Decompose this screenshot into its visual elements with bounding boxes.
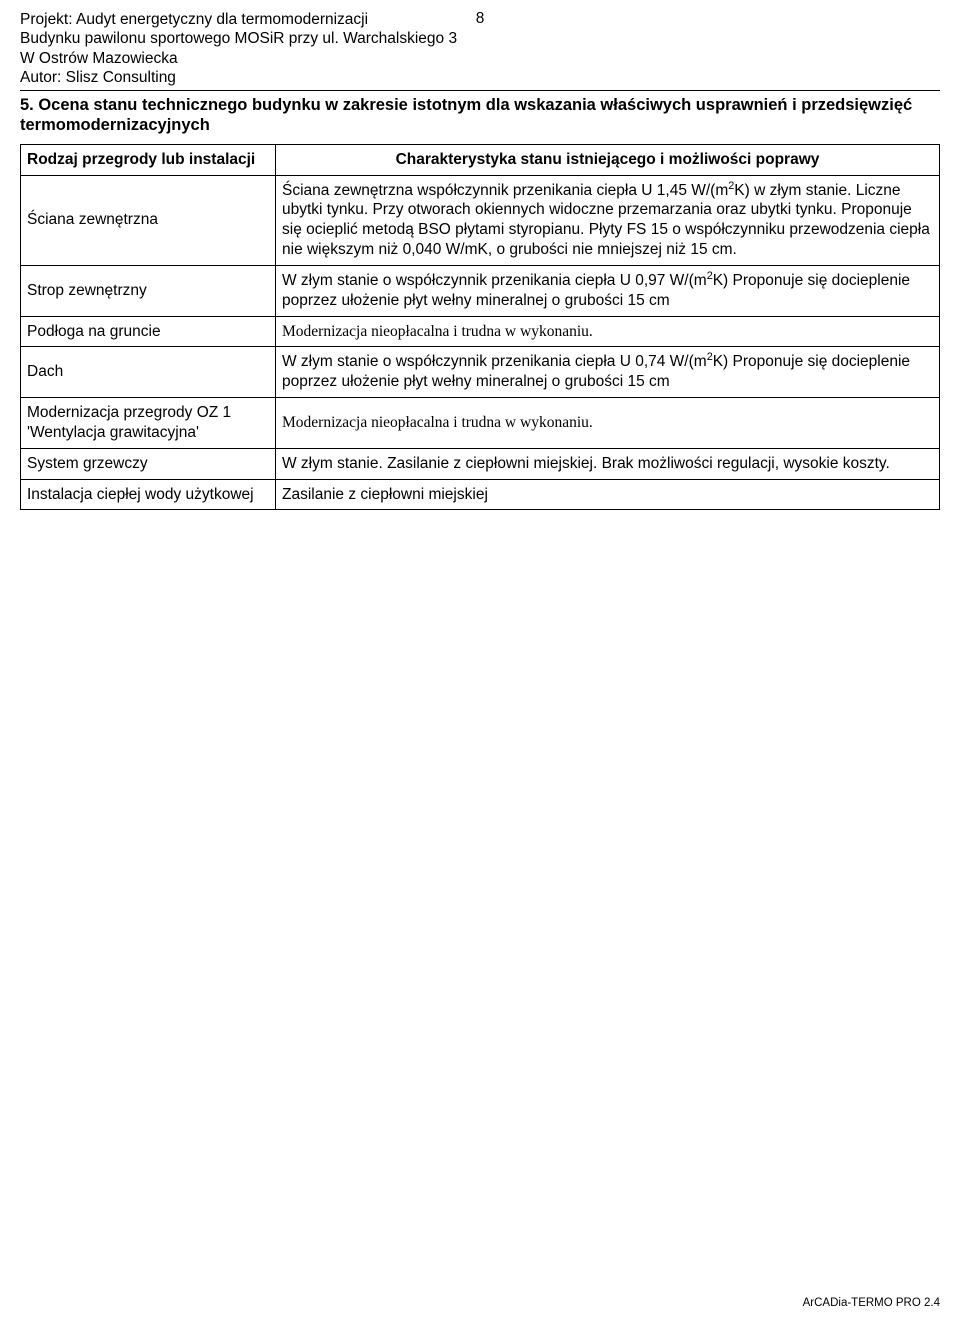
row-description: W złym stanie o współczynnik przenikania… xyxy=(276,347,940,398)
header-line3: W Ostrów Mazowiecka xyxy=(20,49,940,68)
row-description: Zasilanie z ciepłowni miejskiej xyxy=(276,479,940,510)
footer-text: ArCADia-TERMO PRO 2.4 xyxy=(803,1297,940,1309)
row-description: Modernizacja nieopłacalna i trudna w wyk… xyxy=(276,398,940,449)
row-label: Strop zewnętrzny xyxy=(21,265,276,316)
section-title: 5. Ocena stanu technicznego budynku w za… xyxy=(20,95,940,136)
table-row: Ściana zewnętrzna Ściana zewnętrzna współ… xyxy=(21,175,940,265)
desc-pre: W złym stanie o współczynnik przenikania… xyxy=(282,272,707,289)
row-description: W złym stanie o współczynnik przenikania… xyxy=(276,265,940,316)
page-number: 8 xyxy=(476,10,485,28)
assessment-table: Rodzaj przegrody lub instalacji Charakte… xyxy=(20,144,940,511)
table-row: Dach W złym stanie o współczynnik przenik… xyxy=(21,347,940,398)
row-label: Podłoga na gruncie xyxy=(21,316,276,347)
header-line4: Autor: Slisz Consulting xyxy=(20,68,940,87)
row-description: Ściana zewnętrzna współczynnik przenikan… xyxy=(276,175,940,265)
row-label: Modernizacja przegrody OZ 1 'Wentylacja … xyxy=(21,398,276,449)
table-row: System grzewczyW złym stanie. Zasilanie … xyxy=(21,448,940,479)
table-header-col1: Rodzaj przegrody lub instalacji xyxy=(21,144,276,175)
row-label: Ściana zewnętrzna xyxy=(21,175,276,265)
table-header-col2: Charakterystyka stanu istniejącego i moż… xyxy=(276,144,940,175)
table-row: Podłoga na gruncieModernizacja nieopłaca… xyxy=(21,316,940,347)
row-description: W złym stanie. Zasilanie z ciepłowni mie… xyxy=(276,448,940,479)
row-label: Dach xyxy=(21,347,276,398)
row-description: Modernizacja nieopłacalna i trudna w wyk… xyxy=(276,316,940,347)
row-label: Instalacja ciepłej wody użytkowej xyxy=(21,479,276,510)
table-header-row: Rodzaj przegrody lub instalacji Charakte… xyxy=(21,144,940,175)
header-line2: Budynku pawilonu sportowego MOSiR przy u… xyxy=(20,29,940,48)
desc-pre: Ściana zewnętrzna współczynnik przenikan… xyxy=(282,182,728,199)
table-row: Strop zewnętrzny W złym stanie o współczy… xyxy=(21,265,940,316)
desc-pre: W złym stanie o współczynnik przenikania… xyxy=(282,353,707,370)
table-row: Instalacja ciepłej wody użytkowejZasilan… xyxy=(21,479,940,510)
row-label: System grzewczy xyxy=(21,448,276,479)
page-header: Projekt: Audyt energetyczny dla termomod… xyxy=(20,10,940,91)
table-row: Modernizacja przegrody OZ 1 'Wentylacja … xyxy=(21,398,940,449)
